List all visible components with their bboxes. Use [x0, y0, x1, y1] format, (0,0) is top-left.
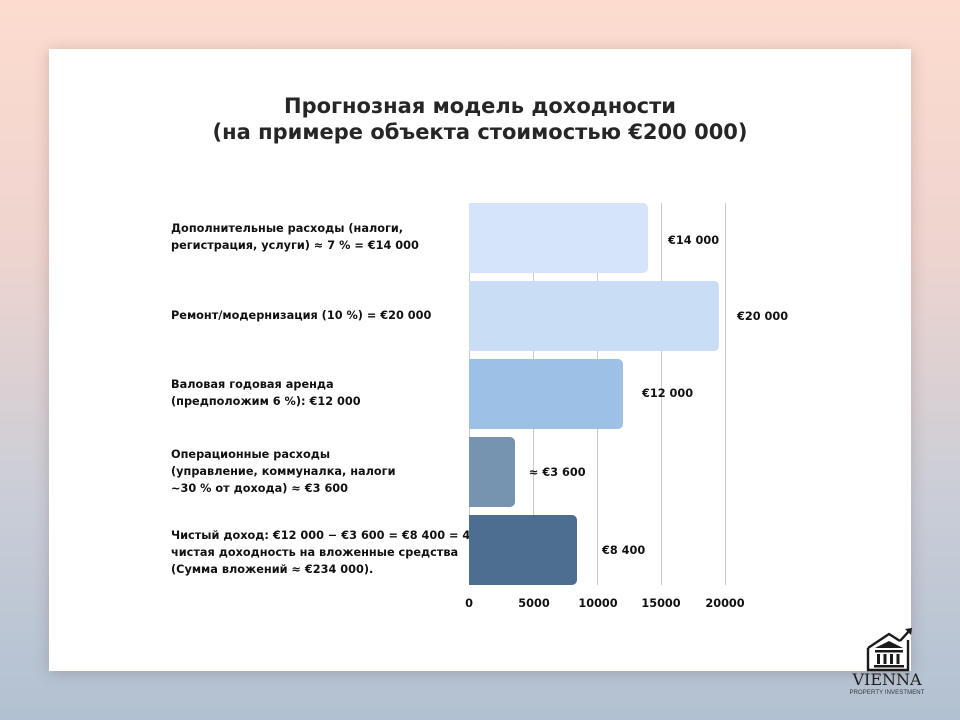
bar-gross-rent: [469, 359, 623, 429]
gridline-20000: [725, 203, 726, 585]
value-label-net-income: €8 400: [602, 544, 646, 557]
x-tick-20000: 20000: [705, 597, 745, 610]
company-logo: VIENNA PROPERTY INVESTMENT: [842, 626, 932, 702]
label-line: Чистый доход: €12 000 − €3 600 = €8 400 …: [171, 529, 498, 542]
label-line: (предположим 6 %): €12 000: [171, 395, 361, 408]
value-label-additional-costs: €14 000: [668, 234, 720, 247]
bar-chart: Дополнительные расходы (налоги, регистра…: [49, 49, 911, 671]
label-line: регистрация, услуги) ≈ 7 % = €14 000: [171, 239, 419, 252]
bank-building-icon: [866, 628, 912, 672]
label-line: ~30 % от дохода) ≈ €3 600: [171, 482, 349, 495]
row-label-net-income: Чистый доход: €12 000 − €3 600 = €8 400 …: [171, 527, 498, 578]
x-tick-0: 0: [465, 597, 473, 610]
label-line: Операционные расходы: [171, 448, 331, 461]
bar-renovation: [469, 281, 719, 351]
x-tick-10000: 10000: [578, 597, 618, 610]
label-line: (управление, коммуналка, налоги: [171, 465, 396, 478]
label-line: Дополнительные расходы (налоги,: [171, 222, 404, 235]
chart-title-line-1: Прогнозная модель доходности: [284, 94, 676, 118]
bar-net-income: [469, 515, 577, 585]
value-label-renovation: €20 000: [737, 310, 789, 323]
chart-title-line-2: (на примере объекта стоимостью €200 000): [212, 120, 748, 144]
x-tick-15000: 15000: [641, 597, 681, 610]
label-line: чистая доходность на вложенные средства: [171, 546, 459, 559]
bar-operating-costs: [469, 437, 516, 507]
row-label-additional-costs: Дополнительные расходы (налоги, регистра…: [171, 220, 471, 254]
value-label-gross-rent: €12 000: [642, 387, 694, 400]
logo-subtitle: PROPERTY INVESTMENT: [849, 690, 925, 696]
x-tick-5000: 5000: [518, 597, 550, 610]
slide-card: Прогнозная модель доходности (на примере…: [49, 49, 911, 671]
label-line: Ремонт/модернизация (10 %) = €20 000: [171, 309, 432, 322]
row-label-operating-costs: Операционные расходы (управление, коммун…: [171, 446, 471, 497]
gridline-15000: [661, 203, 662, 585]
row-label-gross-rent: Валовая годовая аренда (предположим 6 %)…: [171, 376, 471, 410]
logo-name: VIENNA: [852, 670, 922, 689]
label-line: Валовая годовая аренда: [171, 378, 334, 391]
value-label-operating-costs: ≈ €3 600: [529, 466, 586, 479]
label-line: (Сумма вложений ≈ €234 000).: [171, 563, 374, 576]
chart-title: Прогнозная модель доходности (на примере…: [49, 93, 911, 145]
row-label-renovation: Ремонт/модернизация (10 %) = €20 000: [171, 307, 471, 324]
bar-additional-costs: [469, 203, 649, 273]
